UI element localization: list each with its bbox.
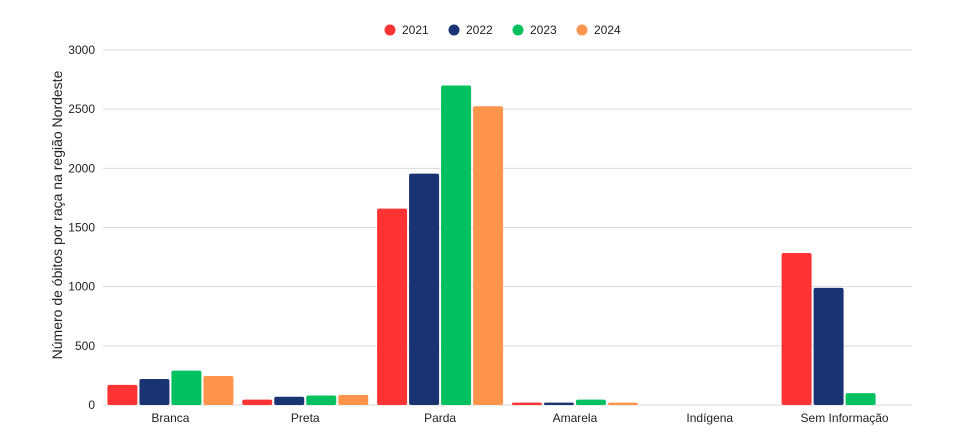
x-tick-label: Amarela xyxy=(553,411,598,425)
y-axis-ticks: 0 500 1000 1500 2000 2500 3000 xyxy=(68,43,95,412)
legend-label: 2024 xyxy=(594,23,621,37)
bar-2022-amarela xyxy=(543,402,574,405)
bar-2023-branca xyxy=(171,370,202,405)
x-tick-label: Branca xyxy=(151,411,189,425)
legend-item-2023: 2023 xyxy=(512,23,557,37)
legend-item-2024: 2024 xyxy=(576,23,621,37)
bar-2023-sem-informação xyxy=(845,393,876,405)
bar-2023-preta xyxy=(306,395,337,405)
x-tick-label: Indígena xyxy=(686,411,733,425)
bar-2024-branca xyxy=(203,376,234,405)
bar-2022-preta xyxy=(274,396,305,405)
y-axis-label: Número de óbitos por raça na região Nord… xyxy=(49,70,65,359)
y-tick-label: 500 xyxy=(75,339,95,353)
y-tick-label: 1500 xyxy=(68,221,95,235)
legend-swatch xyxy=(512,24,524,36)
bar-2022-branca xyxy=(139,378,170,405)
bar-2021-parda xyxy=(377,208,408,405)
y-tick-label: 2500 xyxy=(68,102,95,116)
bar-2021-branca xyxy=(107,384,138,405)
x-axis-ticks: Branca Preta Parda Amarela Indígena Sem Infor… xyxy=(151,411,889,425)
bar-2022-parda xyxy=(409,173,440,405)
bar-2024-preta xyxy=(338,394,369,405)
y-tick-label: 1000 xyxy=(68,280,95,294)
bars xyxy=(107,85,876,405)
bar-2024-parda xyxy=(473,106,504,405)
legend: 2021 2022 2023 2024 xyxy=(384,23,621,37)
legend-item-2022: 2022 xyxy=(448,23,493,37)
y-tick-label: 3000 xyxy=(68,43,95,57)
x-tick-label: Sem Informação xyxy=(801,411,889,425)
legend-label: 2023 xyxy=(530,23,557,37)
legend-swatch xyxy=(448,24,460,36)
legend-swatch xyxy=(576,24,588,36)
gridlines xyxy=(103,49,912,406)
x-tick-label: Preta xyxy=(291,411,320,425)
legend-label: 2021 xyxy=(402,23,429,37)
legend-item-2021: 2021 xyxy=(384,23,429,37)
bar-2021-amarela xyxy=(511,402,542,405)
bar-2024-amarela xyxy=(607,402,638,405)
legend-swatch xyxy=(384,24,396,36)
bar-2021-preta xyxy=(242,399,273,405)
legend-label: 2022 xyxy=(466,23,493,37)
bar-2021-sem-informação xyxy=(781,252,812,405)
y-tick-label: 0 xyxy=(88,398,95,412)
bar-2023-parda xyxy=(441,85,472,405)
y-tick-label: 2000 xyxy=(68,161,95,175)
bar-2023-amarela xyxy=(575,399,606,405)
bar-2022-sem-informação xyxy=(813,287,844,405)
x-tick-label: Parda xyxy=(424,411,456,425)
